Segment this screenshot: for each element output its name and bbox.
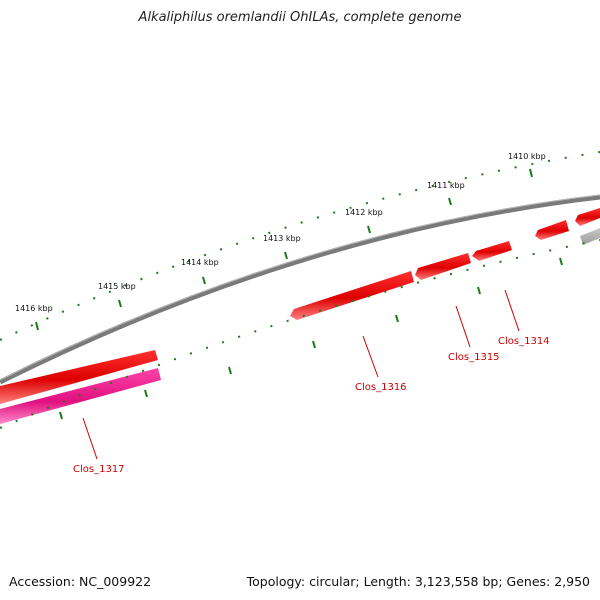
outer-ruler-major-ticks xyxy=(35,168,533,331)
gene-label-leaders xyxy=(82,289,520,460)
gene-label-clos-1314: Clos_1314 xyxy=(498,336,550,347)
gene-clos-1316[interactable] xyxy=(290,271,414,320)
inner-ruler-dots xyxy=(0,239,600,429)
genome-backbone xyxy=(0,194,600,385)
gene-label-clos-1317: Clos_1317 xyxy=(73,464,125,475)
outer-ruler-dots xyxy=(0,151,600,341)
ruler-label: 1415 kbp xyxy=(98,282,136,291)
ruler-label: 1413 kbp xyxy=(263,234,301,243)
ruler-label: 1410 kbp xyxy=(508,152,546,161)
gene-grey-right[interactable] xyxy=(580,228,600,245)
gene-clos-1314[interactable] xyxy=(472,241,512,261)
gene-label-clos-1316: Clos_1316 xyxy=(355,382,407,393)
ruler-labels: 1410 kbp 1411 kbp 1412 kbp 1413 kbp 1414… xyxy=(15,152,546,313)
ruler-label: 1411 kbp xyxy=(427,181,465,190)
ruler-label: 1412 kbp xyxy=(345,208,383,217)
ruler-label: 1414 kbp xyxy=(181,258,219,267)
gene-labels: Clos_1314 Clos_1315 Clos_1316 Clos_1317 xyxy=(73,336,550,475)
gene-clos-1317-pink[interactable] xyxy=(0,368,161,424)
map-title: Alkaliphilus oremlandii OhILAs, complete… xyxy=(138,10,462,25)
ruler-label: 1416 kbp xyxy=(15,304,53,313)
accession-text: Accession: NC_009922 xyxy=(9,574,152,589)
topology-summary: Topology: circular; Length: 3,123,558 bp… xyxy=(246,574,590,589)
gene-label-clos-1315: Clos_1315 xyxy=(448,352,500,363)
gene-right-edge[interactable] xyxy=(575,208,600,226)
gene-clos-1315[interactable] xyxy=(415,253,471,280)
gene-left-large[interactable] xyxy=(0,350,158,404)
inner-ruler-major-ticks xyxy=(59,257,563,420)
gene-right-small[interactable] xyxy=(535,220,569,240)
